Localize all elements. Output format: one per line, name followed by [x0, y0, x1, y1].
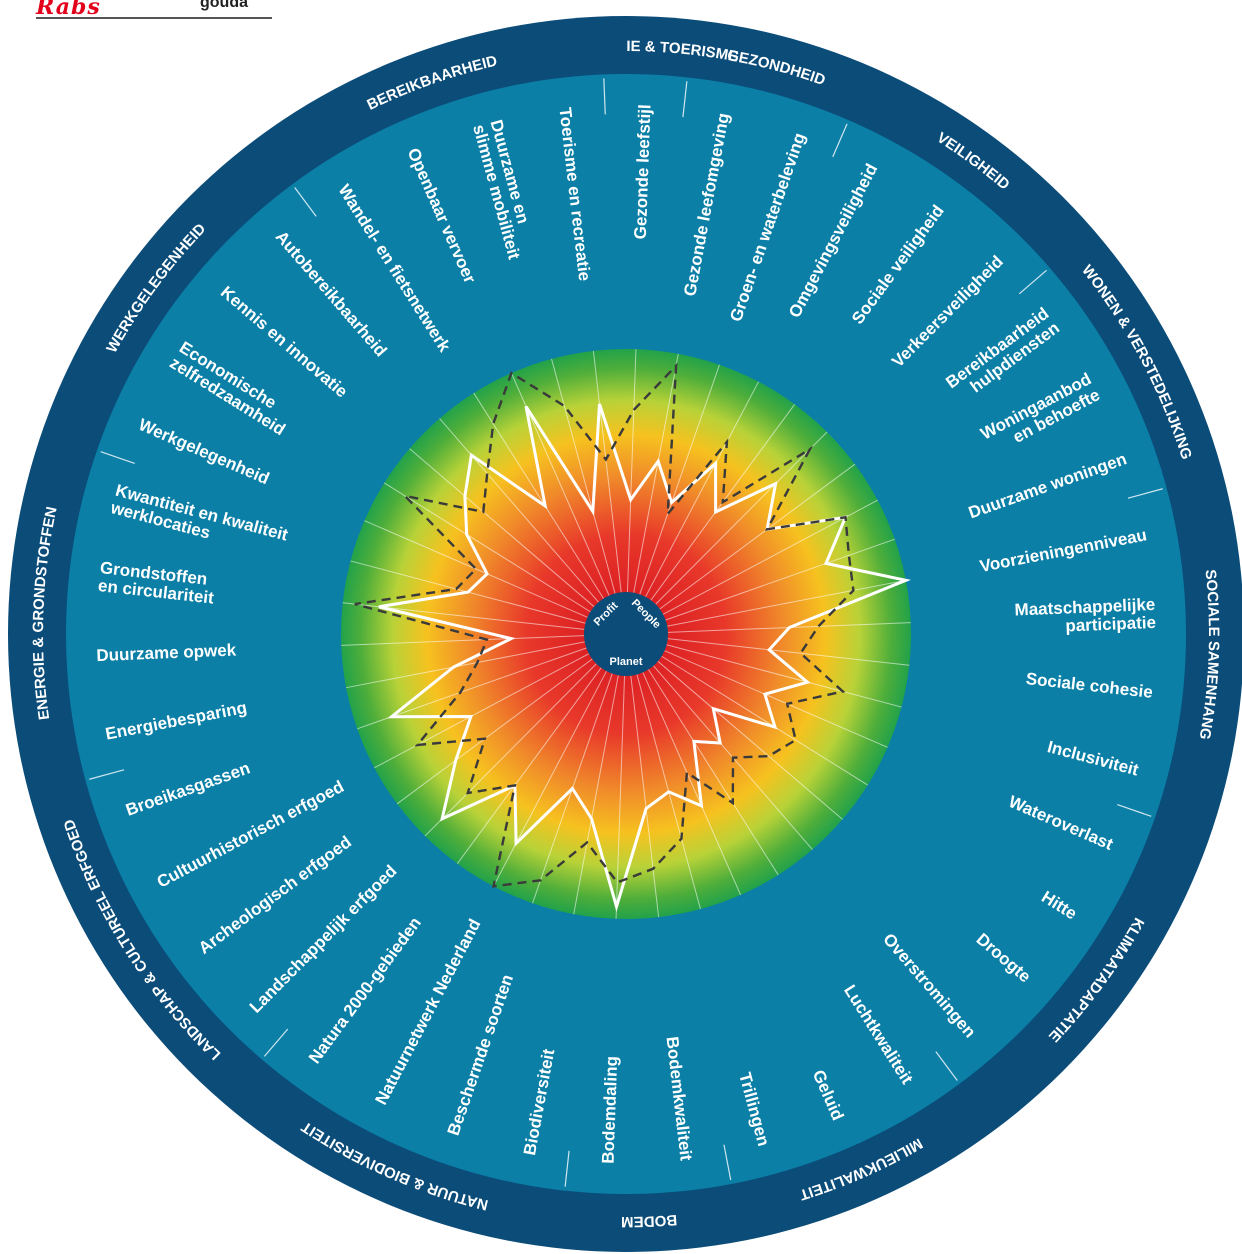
indicator-label: Gezonde leefstijl [631, 104, 655, 240]
theme-divider [1117, 803, 1152, 817]
spoke-line [396, 658, 593, 805]
brand-logo: Rabs [36, 0, 101, 20]
spoke-line [374, 653, 590, 769]
spoke-line [659, 463, 856, 610]
header-rule [36, 17, 272, 19]
org-name: gouda [200, 0, 248, 11]
spoke-line [551, 358, 616, 594]
spokes [341, 349, 911, 919]
spoke-line [573, 675, 619, 915]
theme-divider [100, 451, 135, 465]
spoke-line [346, 641, 585, 689]
spoke-line [424, 663, 597, 837]
theme-divider [1127, 488, 1163, 499]
spoke-line [667, 638, 910, 666]
theme-divider [1018, 269, 1047, 295]
theme-divider [832, 123, 848, 158]
spoke-line [626, 349, 637, 593]
spoke-line [661, 655, 868, 786]
spoke-line [642, 672, 742, 896]
spoke-line [655, 431, 828, 605]
spoke-line [364, 520, 588, 618]
theme-divider [294, 187, 317, 217]
theme-dividers [89, 78, 1163, 1187]
indicator-label: Bodemdaling [599, 1056, 622, 1164]
theme-divider [935, 1051, 958, 1081]
center-label: Planet [609, 656, 642, 668]
spoke-line [645, 381, 759, 598]
spoke-line [667, 579, 906, 627]
spoke-line [341, 635, 585, 646]
spoke-line [615, 675, 626, 919]
theme-divider [89, 769, 125, 780]
spoke-line [665, 538, 895, 621]
indicator-text: participatie [1065, 613, 1156, 636]
spoke-line [473, 392, 604, 599]
spoke-line [633, 353, 679, 593]
theme-divider [263, 1028, 289, 1057]
series-lines [354, 362, 912, 913]
spoke-line [639, 364, 720, 595]
spoke-line [648, 669, 779, 876]
spoke-line [493, 670, 607, 887]
indicator-text: Gezonde leefstijl [631, 104, 655, 240]
spoke-line [630, 675, 660, 918]
center-hub [584, 592, 668, 676]
spoke-line [409, 448, 595, 608]
theme-divider [723, 1144, 732, 1181]
spoke-line [657, 660, 843, 820]
spoke-line [456, 667, 602, 865]
theme-divider [603, 78, 606, 115]
spoke-line [439, 418, 599, 603]
theme-label: BODEM [621, 1211, 678, 1230]
theme-divider [682, 81, 688, 118]
spoke-line [664, 650, 888, 748]
spoke-line [592, 350, 622, 593]
header: Rabs gouda [0, 0, 1242, 24]
theme-divider [564, 1150, 570, 1187]
spoke-line [666, 644, 902, 708]
spoke-line [384, 482, 591, 613]
indicator-text: Bodemdaling [599, 1056, 622, 1164]
series-target-line [354, 362, 855, 888]
